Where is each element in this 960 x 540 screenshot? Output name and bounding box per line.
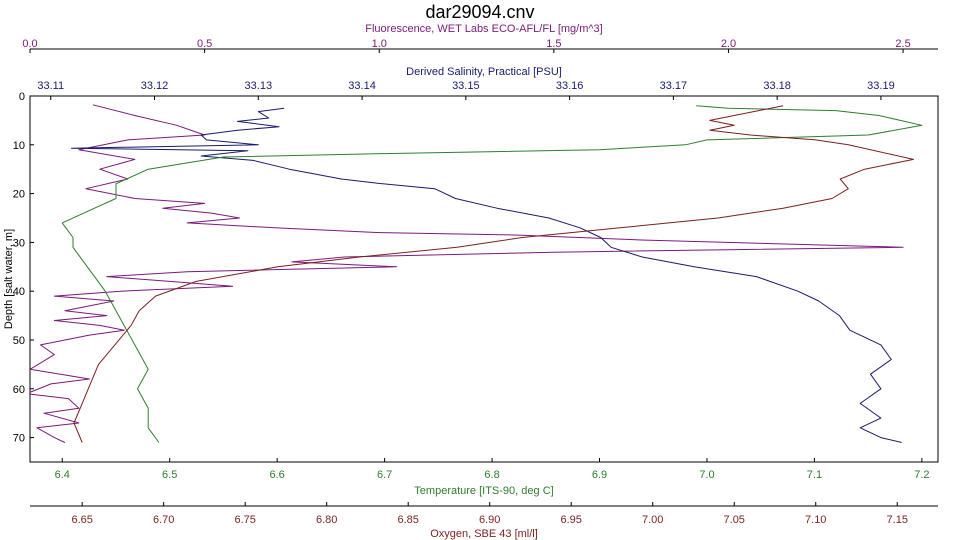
temperature-tick-label: 7.2: [914, 469, 929, 481]
temperature-tick-label: 6.9: [592, 469, 607, 481]
depth-tick-label: 30: [13, 237, 25, 249]
oxygen-tick-label: 6.75: [234, 514, 255, 526]
temperature-series-line: [61, 105, 923, 443]
temperature-tick-label: 7.0: [699, 469, 714, 481]
plot-frame: [29, 95, 939, 463]
salinity-tick-label: 33.17: [660, 80, 688, 92]
oxygen-axis-title: Oxygen, SBE 43 [ml/l]: [430, 528, 538, 540]
depth-axis: 0 10 20 30 40 50 60 70 Depth [salt water, m]: [3, 91, 34, 445]
salinity-axis-title: Derived Salinity, Practical [PSU]: [406, 66, 562, 78]
fluorescence-tick-label: 2.0: [721, 38, 736, 50]
oxygen-tick-label: 7.10: [805, 514, 826, 526]
oxygen-tick-label: 7.15: [887, 514, 908, 526]
temperature-tick-label: 7.1: [807, 469, 822, 481]
oxygen-tick-label: 6.80: [316, 514, 337, 526]
oxygen-tick-label: 6.85: [397, 514, 418, 526]
salinity-series-line: [71, 107, 902, 443]
temperature-tick-label: 6.6: [269, 469, 284, 481]
depth-tick-label: 20: [13, 189, 25, 201]
salinity-tick-label: 33.11: [37, 80, 64, 92]
depth-tick-label: 40: [13, 286, 25, 298]
depth-tick-label: 70: [13, 433, 25, 445]
salinity-tick-label: 33.15: [452, 80, 480, 92]
salinity-tick-label: 33.16: [556, 80, 584, 92]
salinity-tick-label: 33.13: [245, 80, 273, 92]
depth-tick-label: 50: [13, 335, 25, 347]
depth-tick-label: 60: [13, 384, 25, 396]
oxygen-tick-label: 7.05: [724, 514, 745, 526]
salinity-axis: 33.11 33.12 33.13 33.14 33.15 33.16 33.17 33.18…: [37, 66, 895, 100]
fluorescence-tick-label: 0.0: [22, 38, 37, 50]
oxygen-tick-label: 6.95: [561, 514, 582, 526]
oxygen-axis: 6.65 6.70 6.75 6.80 6.85 6.90 6.95 7.00 7.05 7.10…: [30, 502, 938, 540]
temperature-tick-label: 6.8: [484, 469, 499, 481]
fluorescence-series-line: [30, 104, 904, 443]
series-layer: [30, 104, 923, 443]
salinity-tick-label: 33.18: [763, 80, 791, 92]
fluorescence-axis: 0.0 0.5 1.0 1.5 2.0 2.5 Fluorescence, WET Labs…: [22, 23, 938, 53]
fluorescence-tick-label: 1.0: [372, 38, 387, 50]
fluorescence-tick-label: 0.5: [197, 38, 212, 50]
oxygen-tick-label: 7.00: [642, 514, 663, 526]
fluorescence-tick-label: 2.5: [895, 38, 910, 50]
temperature-axis: 6.4 6.5 6.6 6.7 6.8 6.9 7.0 7.1 7.2 Temperature […: [55, 458, 930, 497]
depth-tick-label: 10: [13, 140, 25, 152]
oxygen-series-line: [73, 105, 914, 443]
depth-axis-title: Depth [salt water, m]: [3, 229, 15, 329]
depth-tick-label: 0: [19, 91, 25, 103]
salinity-tick-label: 33.19: [867, 80, 895, 92]
oxygen-tick-label: 6.65: [71, 514, 92, 526]
oxygen-tick-label: 6.90: [479, 514, 500, 526]
oxygen-tick-label: 6.70: [153, 514, 174, 526]
fluorescence-axis-title: Fluorescence, WET Labs ECO-AFL/FL [mg/m^…: [365, 23, 602, 35]
temperature-tick-label: 6.7: [377, 469, 392, 481]
salinity-tick-label: 33.14: [348, 80, 376, 92]
axes-layer: 0.0 0.5 1.0 1.5 2.0 2.5 Fluorescence, WET Labs…: [3, 23, 938, 540]
temperature-tick-label: 6.4: [55, 469, 70, 481]
chart-title: dar29094.cnv: [425, 2, 534, 22]
temperature-axis-title: Temperature [ITS-90, deg C]: [414, 485, 553, 497]
fluorescence-tick-label: 1.5: [546, 38, 561, 50]
salinity-tick-label: 33.12: [141, 80, 169, 92]
temperature-tick-label: 6.5: [162, 469, 177, 481]
